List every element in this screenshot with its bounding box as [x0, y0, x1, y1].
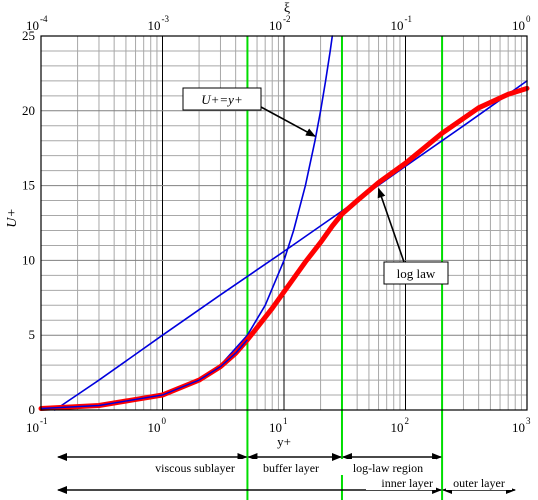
top-tick-label: 10 -3 — [148, 14, 170, 33]
label-bg-viscous — [143, 459, 246, 475]
x-axis-label: y+ — [277, 434, 291, 449]
series-u_profile-overlay — [40, 339, 248, 410]
top-tick-exponent: -1 — [405, 14, 413, 24]
x-tick-base: 10 — [512, 420, 525, 435]
grid — [41, 36, 527, 410]
annotation-box-loglaw — [383, 261, 449, 285]
top-tick-exponent: -2 — [283, 14, 291, 24]
label-bg-outer — [446, 474, 512, 490]
y-tick-label: 10 — [22, 252, 35, 267]
y-axis-label: U+ — [5, 208, 20, 228]
annotations: U+=y+ log law — [182, 87, 449, 285]
axes — [40, 35, 528, 411]
region-label-loglaw: log-law region — [353, 461, 423, 475]
x-tick-exponent: -1 — [40, 416, 48, 426]
series-log_law — [53, 80, 528, 411]
x-tick-label: 10 0 — [148, 416, 167, 435]
x-tick-label: 10 3 — [512, 416, 531, 435]
annotation-label-loglaw: log law — [397, 266, 436, 281]
plot-frame — [40, 35, 528, 411]
top-tick-label: 10 -4 — [26, 14, 48, 33]
x-tick-exponent: 1 — [283, 416, 288, 426]
top-tick-label: 10 0 — [512, 14, 531, 33]
annotation-arrow-linear — [260, 106, 316, 137]
top-tick-base: 10 — [512, 18, 525, 33]
top-axis-label: ξ — [284, 1, 290, 16]
annotation-arrow-loglaw — [377, 187, 405, 263]
x-tick-base: 10 — [26, 420, 39, 435]
top-tick-base: 10 — [269, 18, 282, 33]
region-label-outer: outer layer — [453, 476, 505, 490]
top-tick-base: 10 — [391, 18, 404, 33]
x-tick-base: 10 — [269, 420, 282, 435]
x-tick-label: 10 1 — [269, 416, 288, 435]
x-tick-exponent: 0 — [162, 416, 167, 426]
x-tick-label: 10 2 — [391, 416, 410, 435]
top-tick-exponent: -3 — [162, 14, 170, 24]
top-tick-base: 10 — [148, 18, 161, 33]
top-tick-exponent: -4 — [40, 14, 48, 24]
region-label-viscous: viscous sublayer — [155, 461, 235, 475]
y-tick-label: 20 — [22, 103, 35, 118]
region-label-inner: inner layer — [381, 476, 433, 490]
y-tick-label: 5 — [29, 327, 36, 342]
x-tick-label: 10 -1 — [26, 416, 48, 435]
y-tick-label: 0 — [29, 402, 36, 417]
series — [38, 35, 530, 411]
x-tick-base: 10 — [148, 420, 161, 435]
y-tick-label: 15 — [22, 178, 35, 193]
region-labels: viscous sublayer buffer layer log-law regi… — [57, 453, 516, 494]
top-tick-base: 10 — [26, 18, 39, 33]
x-tick-base: 10 — [391, 420, 404, 435]
label-bg-loglaw — [340, 459, 436, 475]
top-tick-exponent: 0 — [526, 14, 531, 24]
annotation-box-linear — [182, 87, 262, 111]
annotation-label-linear: U+=y+ — [201, 92, 242, 107]
label-bg-inner — [366, 476, 436, 490]
y-tick-label: 25 — [22, 28, 35, 43]
label-bg-buffer — [252, 459, 330, 475]
top-tick-label: 10 -2 — [269, 14, 291, 33]
x-tick-exponent: 3 — [526, 416, 531, 426]
region-label-buffer: buffer layer — [263, 461, 319, 475]
x-tick-exponent: 2 — [405, 416, 410, 426]
top-tick-label: 10 -1 — [391, 14, 413, 33]
